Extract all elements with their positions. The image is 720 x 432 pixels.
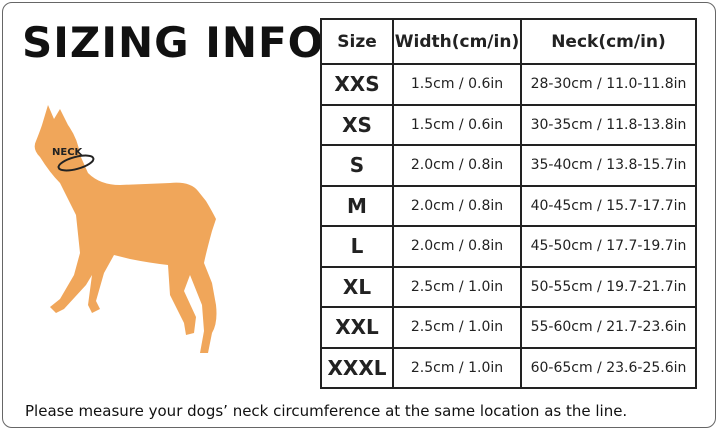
table-row: XL 2.5cm / 1.0in 50-55cm / 19.7-21.7in [320,265,697,308]
dog-illustration: NECK [34,105,217,353]
dog-silhouette [34,105,217,353]
table-row: M 2.0cm / 0.8in 40-45cm / 15.7-17.7in [320,184,697,227]
neck-cell: 30-35cm / 11.8-13.8in [520,103,697,146]
size-cell: XL [320,265,394,308]
width-cell: 2.0cm / 0.8in [392,184,522,227]
column-header: Neck(cm/in) [520,18,697,65]
table-row: XS 1.5cm / 0.6in 30-35cm / 11.8-13.8in [320,103,697,146]
column-header: Width(cm/in) [392,18,522,65]
size-cell: S [320,144,394,187]
width-cell: 1.5cm / 0.6in [392,63,522,106]
table-row: L 2.0cm / 0.8in 45-50cm / 17.7-19.7in [320,225,697,268]
neck-cell: 45-50cm / 17.7-19.7in [520,225,697,268]
size-cell: XXL [320,306,394,349]
title: SIZING INFO [22,18,325,67]
size-cell: XXS [320,63,394,106]
neck-cell: 50-55cm / 19.7-21.7in [520,265,697,308]
neck-cell: 55-60cm / 21.7-23.6in [520,306,697,349]
size-cell: L [320,225,394,268]
neck-cell: 35-40cm / 13.8-15.7in [520,144,697,187]
width-cell: 2.5cm / 1.0in [392,306,522,349]
width-cell: 2.5cm / 1.0in [392,265,522,308]
table-row: XXXL 2.5cm / 1.0in 60-65cm / 23.6-25.6in [320,346,697,389]
size-table: Size Width(cm/in) Neck(cm/in) XXS 1.5cm /… [320,18,697,389]
width-cell: 1.5cm / 0.6in [392,103,522,146]
neck-cell: 40-45cm / 15.7-17.7in [520,184,697,227]
width-cell: 2.0cm / 0.8in [392,225,522,268]
neck-label: NECK [52,147,84,158]
table-row: S 2.0cm / 0.8in 35-40cm / 13.8-15.7in [320,144,697,187]
header-row: Size Width(cm/in) Neck(cm/in) [320,18,697,65]
footer-note: Please measure your dogs’ neck circumfer… [25,402,628,420]
width-cell: 2.0cm / 0.8in [392,144,522,187]
width-cell: 2.5cm / 1.0in [392,346,522,389]
neck-cell: 60-65cm / 23.6-25.6in [520,346,697,389]
frame [2,2,716,428]
size-cell: XS [320,103,394,146]
neck-cell: 28-30cm / 11.0-11.8in [520,63,697,106]
table-row: XXL 2.5cm / 1.0in 55-60cm / 21.7-23.6in [320,306,697,349]
size-cell: M [320,184,394,227]
table-row: XXS 1.5cm / 0.6in 28-30cm / 11.0-11.8in [320,63,697,106]
neck-line [57,154,95,172]
size-cell: XXXL [320,346,394,389]
column-header: Size [320,18,394,65]
